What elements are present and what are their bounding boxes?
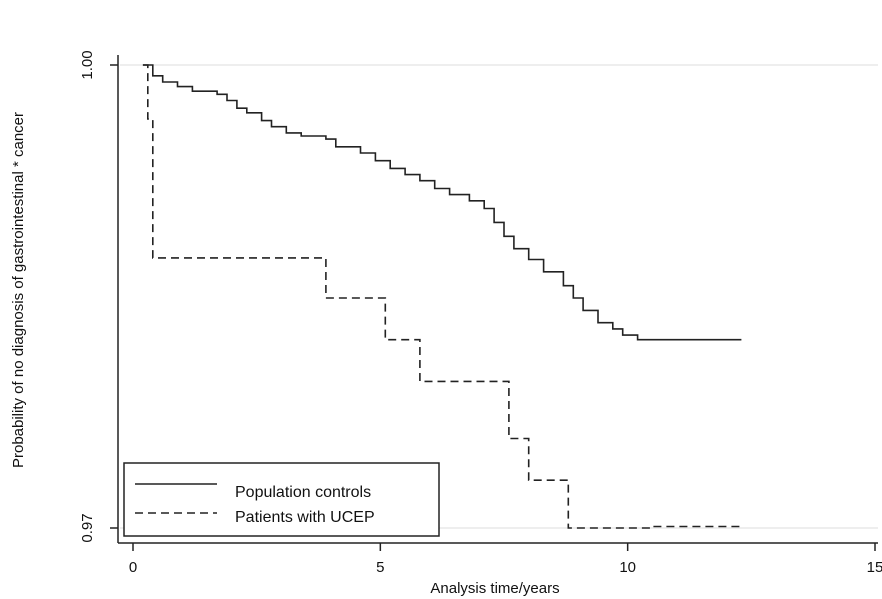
gridlines bbox=[120, 64, 878, 529]
x-axis-ticks: 0 5 10 15 bbox=[129, 543, 882, 576]
series-line-population-controls bbox=[142, 64, 742, 341]
legend-label-population-controls: Population controls bbox=[235, 484, 371, 501]
legend: Population controls Patients with UCEP bbox=[123, 462, 440, 537]
y-tick-label-0: 0.97 bbox=[79, 513, 96, 542]
x-tick-label-0: 0 bbox=[129, 559, 137, 576]
y-axis-ticks: 0.97 1.00 bbox=[79, 50, 118, 543]
x-tick-label-3: 15 bbox=[867, 559, 882, 576]
x-axis-title: Analysis time/years bbox=[430, 580, 559, 597]
legend-label-patients-ucep: Patients with UCEP bbox=[235, 509, 375, 526]
series-line-patients-with-ucep bbox=[142, 64, 742, 529]
y-tick-label-1: 1.00 bbox=[79, 50, 96, 79]
legend-box bbox=[123, 462, 440, 537]
x-tick-label-1: 5 bbox=[376, 559, 384, 576]
x-tick-label-2: 10 bbox=[619, 559, 636, 576]
y-axis-title: Probability of no diagnosis of gastroint… bbox=[10, 112, 27, 468]
series-group bbox=[142, 64, 742, 529]
